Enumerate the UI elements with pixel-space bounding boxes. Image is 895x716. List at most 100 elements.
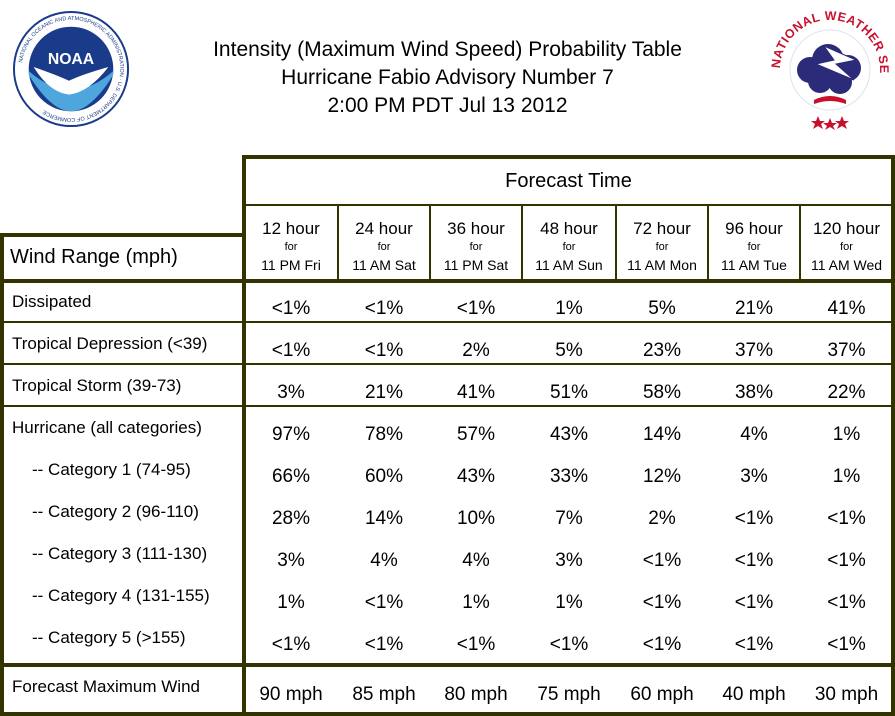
row-divider-line xyxy=(0,321,895,323)
table-cell: <1% xyxy=(734,592,774,613)
column-header-hour: 120 hour xyxy=(812,219,881,238)
table-cell: 38% xyxy=(734,382,774,403)
column-header-time: 11 AM Wed xyxy=(810,257,883,273)
table-cell: 4% xyxy=(462,550,490,571)
table-cell: <1% xyxy=(827,634,866,655)
svg-text:NOAA: NOAA xyxy=(48,51,94,68)
table-cell: <1% xyxy=(549,634,589,655)
table-cell: 21% xyxy=(734,298,774,319)
table-border-bottom xyxy=(0,712,895,716)
column-header-for: for xyxy=(377,240,391,253)
table-cell: 4% xyxy=(370,550,398,571)
table-cell: <1% xyxy=(271,634,311,655)
table-cell: 1% xyxy=(555,298,583,319)
footer-top-line xyxy=(0,663,895,667)
column-header-time: 11 AM Mon xyxy=(627,257,697,273)
header-column-divider xyxy=(521,204,523,282)
table-cell: <1% xyxy=(271,340,311,361)
table-cell: <1% xyxy=(271,298,311,319)
table-cell: <1% xyxy=(827,550,866,571)
row-label: -- Category 3 (111-130) xyxy=(32,544,208,563)
table-cell: 21% xyxy=(364,382,404,403)
table-cell: 22% xyxy=(827,382,866,403)
column-header-time: 11 AM Sat xyxy=(352,257,416,273)
forecast-max-wind-cell: 40 mph xyxy=(722,684,786,705)
row-label: Hurricane (all categories) xyxy=(12,418,202,437)
column-header-for: for xyxy=(655,240,669,253)
row-label: Dissipated xyxy=(12,292,92,311)
forecast-max-wind-cell: 60 mph xyxy=(630,684,694,705)
header-column-divider xyxy=(429,204,431,282)
forecast-time-header: Forecast Time xyxy=(505,170,632,192)
table-cell: 1% xyxy=(462,592,490,613)
label-header-top-line xyxy=(0,233,246,237)
column-header-hour: 72 hour xyxy=(633,219,691,238)
table-cell: 5% xyxy=(555,340,583,361)
table-cell: 7% xyxy=(555,508,583,529)
title-line-1: Intensity (Maximum Wind Speed) Probabili… xyxy=(213,38,682,61)
column-header-hour: 48 hour xyxy=(540,219,598,238)
column-header-for: for xyxy=(284,240,298,253)
header-divider-line xyxy=(242,204,895,206)
table-cell: 10% xyxy=(456,508,496,529)
table-cell: <1% xyxy=(642,550,682,571)
row-label: -- Category 2 (96-110) xyxy=(32,502,199,521)
table-cell: 57% xyxy=(456,424,496,445)
header-column-divider xyxy=(615,204,617,282)
column-header-hour: 36 hour xyxy=(447,219,505,238)
table-cell: 3% xyxy=(555,550,583,571)
forecast-max-wind-cell: 85 mph xyxy=(352,684,416,705)
table-cell: <1% xyxy=(734,508,774,529)
label-column-divider xyxy=(242,155,246,716)
table-cell: 43% xyxy=(456,466,496,487)
table-cell: 28% xyxy=(271,508,311,529)
forecast-max-wind-cell: 80 mph xyxy=(444,684,508,705)
header-column-divider xyxy=(337,204,339,282)
table-cell: <1% xyxy=(456,298,496,319)
table-border-right xyxy=(891,155,895,716)
table-cell: <1% xyxy=(827,592,866,613)
table-cell: 14% xyxy=(642,424,682,445)
table-cell: 1% xyxy=(277,592,305,613)
forecast-max-wind-cell: 30 mph xyxy=(814,684,879,705)
row-label: -- Category 5 (>155) xyxy=(32,628,186,647)
table-cell: 37% xyxy=(734,340,774,361)
table-cell: <1% xyxy=(364,298,404,319)
title-line-2: Hurricane Fabio Advisory Number 7 xyxy=(281,66,614,89)
table-cell: 41% xyxy=(827,298,866,319)
table-cell: 3% xyxy=(277,382,305,403)
nws-logo: NATIONAL WEATHER SERVICE xyxy=(770,8,890,130)
forecast-max-wind-cell: 75 mph xyxy=(537,684,601,705)
table-cell: 14% xyxy=(364,508,404,529)
table-cell: 60% xyxy=(364,466,404,487)
table-cell: 4% xyxy=(740,424,768,445)
table-cell: 51% xyxy=(549,382,589,403)
table-cell: <1% xyxy=(734,550,774,571)
table-cell: <1% xyxy=(364,340,404,361)
wind-range-header: Wind Range (mph) xyxy=(10,246,178,268)
row-label: -- Category 4 (131-155) xyxy=(32,586,210,605)
column-header-time: 11 PM Fri xyxy=(261,257,321,273)
table-cell: 2% xyxy=(462,340,490,361)
table-cell: <1% xyxy=(734,634,774,655)
page-title: Intensity (Maximum Wind Speed) Probabili… xyxy=(150,36,745,120)
title-line-3: 2:00 PM PDT Jul 13 2012 xyxy=(327,94,568,117)
table-cell: 58% xyxy=(642,382,682,403)
column-header-time: 11 PM Sat xyxy=(443,257,509,273)
footer-label: Forecast Maximum Wind xyxy=(12,677,200,696)
table-cell: 97% xyxy=(271,424,311,445)
table-cell: 3% xyxy=(277,550,305,571)
row-label: Tropical Storm (39-73) xyxy=(12,376,182,395)
table-cell: 5% xyxy=(648,298,676,319)
row-divider-line xyxy=(0,363,895,365)
row-label: Tropical Depression (<39) xyxy=(12,334,208,353)
table-cell: 12% xyxy=(642,466,682,487)
column-header-hour: 12 hour xyxy=(262,219,320,238)
forecast-max-wind-cell: 90 mph xyxy=(259,684,323,705)
table-cell: <1% xyxy=(364,634,404,655)
header-column-divider xyxy=(799,204,801,282)
table-cell: <1% xyxy=(642,592,682,613)
header-bottom-line xyxy=(0,279,895,283)
table-cell: 41% xyxy=(456,382,496,403)
table-border-left xyxy=(0,233,4,716)
